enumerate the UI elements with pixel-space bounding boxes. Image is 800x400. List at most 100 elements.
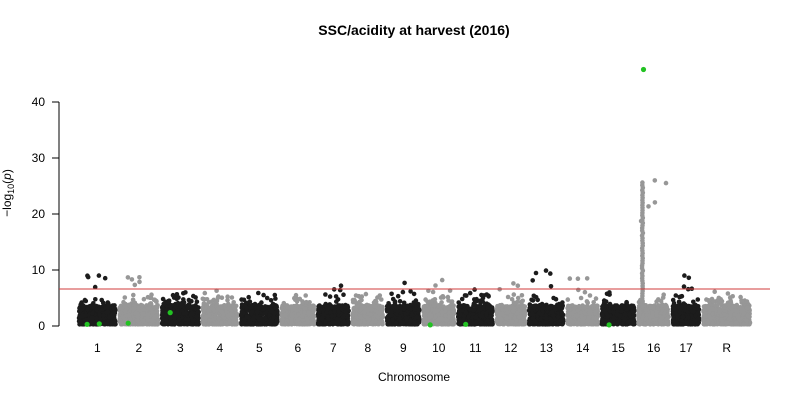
data-point — [145, 312, 151, 318]
data-point — [358, 314, 363, 320]
data-point — [225, 298, 230, 303]
data-point — [121, 315, 126, 320]
data-point — [148, 301, 154, 306]
data-point — [239, 309, 245, 314]
data-point — [149, 292, 154, 298]
chromosome-9-points — [384, 280, 422, 327]
data-point — [186, 297, 192, 303]
data-point — [423, 297, 428, 302]
data-point — [372, 319, 378, 324]
data-point — [342, 319, 347, 325]
data-point — [179, 321, 184, 327]
data-point — [175, 308, 180, 314]
data-point — [317, 309, 322, 315]
data-point — [251, 314, 257, 320]
data-point — [246, 315, 251, 320]
data-point — [215, 306, 221, 312]
data-point — [377, 310, 382, 316]
data-point — [295, 317, 301, 323]
data-point — [174, 304, 179, 310]
data-point — [344, 304, 349, 310]
data-point — [433, 283, 438, 288]
data-point — [359, 297, 364, 303]
data-point — [185, 317, 191, 322]
data-point — [89, 315, 94, 321]
chromosome-1-points — [76, 273, 118, 327]
data-point — [283, 321, 289, 327]
data-point — [363, 291, 369, 297]
data-point — [462, 293, 468, 298]
data-point — [167, 314, 172, 320]
data-point — [434, 308, 440, 314]
data-point — [521, 316, 527, 321]
data-point — [488, 307, 494, 312]
data-point — [343, 310, 349, 315]
data-point — [325, 306, 331, 312]
data-point — [162, 312, 168, 318]
data-point — [140, 318, 146, 324]
data-point — [376, 321, 381, 327]
data-point — [368, 312, 373, 317]
data-point — [174, 292, 180, 297]
data-point — [160, 305, 165, 311]
data-point — [143, 321, 149, 327]
chart-title: SSC/acidity at harvest (2016) — [318, 22, 509, 38]
data-point — [414, 315, 420, 320]
data-point — [109, 314, 114, 319]
data-point — [450, 321, 456, 327]
data-point — [151, 297, 157, 303]
data-points — [76, 178, 753, 327]
data-point — [155, 320, 160, 326]
data-point — [93, 297, 98, 302]
data-point — [214, 288, 219, 294]
data-point — [181, 297, 186, 302]
data-point — [295, 321, 300, 326]
data-point — [151, 310, 157, 315]
data-point — [130, 297, 136, 303]
data-point — [413, 298, 419, 303]
data-point — [90, 311, 95, 316]
chromosome-4-points — [200, 288, 240, 327]
data-point — [154, 304, 160, 309]
data-point — [260, 316, 266, 322]
data-point — [194, 314, 199, 319]
data-point — [423, 318, 429, 324]
data-point — [254, 321, 260, 327]
data-point — [439, 277, 445, 283]
data-point — [137, 279, 142, 285]
data-point — [498, 303, 504, 308]
data-point — [163, 321, 168, 326]
data-point — [474, 320, 479, 326]
data-point — [409, 312, 415, 318]
data-point — [169, 303, 174, 308]
data-point — [403, 315, 409, 321]
data-point — [336, 309, 342, 315]
data-point — [104, 321, 110, 326]
data-point — [397, 299, 403, 304]
data-point — [195, 310, 201, 316]
data-point — [472, 297, 477, 302]
data-point — [445, 294, 451, 300]
data-point — [255, 309, 260, 314]
data-point — [350, 297, 356, 303]
data-point — [246, 294, 251, 300]
data-point — [85, 307, 90, 312]
data-point — [241, 320, 247, 325]
data-point — [225, 313, 230, 319]
data-point — [351, 310, 356, 316]
data-point — [239, 297, 244, 302]
data-point — [175, 300, 181, 306]
data-point — [248, 305, 254, 311]
data-point — [433, 319, 438, 325]
data-point — [333, 294, 339, 299]
data-point — [395, 309, 401, 314]
data-point — [285, 305, 291, 310]
data-point — [471, 307, 477, 313]
data-point — [438, 295, 444, 300]
data-point — [97, 312, 103, 318]
chromosome-8-points — [350, 291, 386, 327]
data-point — [327, 294, 333, 299]
data-point — [400, 289, 406, 295]
data-point — [329, 313, 335, 319]
data-point — [458, 318, 464, 323]
